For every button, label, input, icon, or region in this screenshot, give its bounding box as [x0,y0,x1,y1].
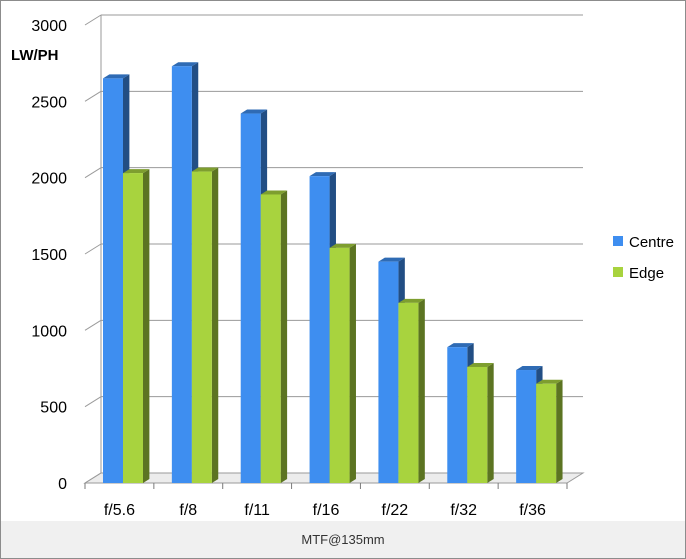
bar-front-face [240,113,261,484]
legend-swatch-centre [613,236,623,246]
bar-top-face [191,167,219,172]
gridline-depth [84,167,102,179]
bar-front-face [191,171,212,483]
gridline-depth [84,396,102,408]
gridline-depth [84,243,102,255]
bar-top-face [467,362,494,367]
bar-front-face [171,66,192,483]
chart-legend: Centre Edge [613,234,674,282]
y-tick-label: 1500 [31,247,67,264]
bar-side-face [487,362,494,483]
chart-caption: MTF@135mm [301,532,385,547]
bar-front-face [309,176,330,483]
bar-side-face [556,379,563,483]
x-tick-label: f/11 [244,502,270,519]
x-tick-label: f/36 [519,502,546,519]
bar-top-face [103,74,130,79]
bar-side-face [280,190,288,483]
bar-top-face [260,190,288,195]
y-tick-label: 2500 [31,94,67,111]
gridline-depth [84,14,102,26]
legend-label-centre: Centre [629,234,674,251]
bar-edge [260,190,288,483]
y-tick-label: 0 [58,476,67,493]
bar-edge [123,169,150,483]
x-tick-label: f/16 [313,502,340,519]
x-tick-labels: f/5.6 f/8 f/11 f/16 f/22 f/32 f/36 [84,483,568,519]
bar-front-face [467,366,488,483]
gridline-depth [84,472,102,484]
y-tick-label: 3000 [31,18,67,35]
y-tick-label: 1000 [31,323,67,340]
bar-front-face [260,194,281,483]
bar-side-face [418,298,425,483]
bar-top-face [378,257,405,262]
legend-swatch-edge [613,267,623,277]
bar-top-face [171,62,199,67]
chart-bars [103,62,563,484]
caption-bar: MTF@135mm [1,521,685,558]
bar-front-face [103,78,123,483]
gridline-depth [84,90,102,102]
bar-edge [329,243,356,483]
x-tick-label: f/8 [179,502,197,519]
gridline-depth [84,319,102,331]
bar-front-face [398,302,419,483]
chart-svg: 0 500 1000 1500 2000 2500 3000 f/5.6 f/8 f/11 f/1… [11,14,674,519]
y-tick-label: 500 [40,400,67,417]
bar-side-face [349,243,356,483]
bar-side-face [211,167,219,483]
bar-front-face [516,370,537,483]
bar-side-face [143,169,150,483]
bar-edge [398,298,425,483]
bar-top-face [516,366,543,371]
y-tick-label: 2000 [31,171,67,188]
bar-top-face [329,243,356,248]
bar-edge [467,362,494,483]
y-tick-labels: 0 500 1000 1500 2000 2500 3000 [31,18,67,493]
bar-front-face [378,261,399,483]
bar-front-face [123,173,143,483]
bar-edge [191,167,219,483]
bar-front-face [536,383,557,483]
bar-edge [536,379,563,483]
y-axis-label: LW/PH [11,47,59,64]
bar-front-face [329,247,350,483]
bar-top-face [398,298,425,303]
x-tick-label: f/32 [450,502,477,519]
bar-top-face [309,172,336,177]
bar-top-face [447,343,474,348]
bar-front-face [447,347,468,483]
x-tick-label: f/5.6 [104,502,135,519]
legend-label-edge: Edge [629,265,664,282]
bar-top-face [240,109,268,114]
bar-top-face [536,379,563,384]
bar-top-face [123,169,150,174]
x-tick-label: f/22 [382,502,409,519]
